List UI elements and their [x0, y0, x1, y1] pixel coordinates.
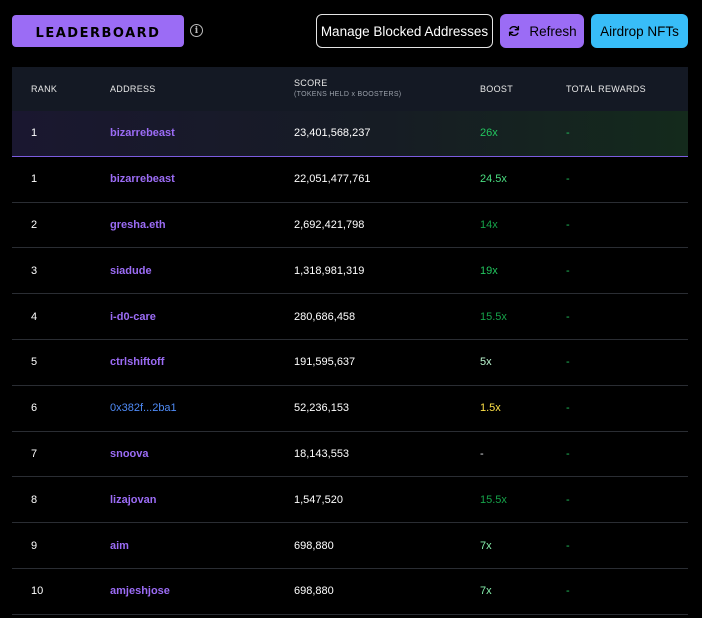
rank-cell: 10 — [31, 585, 44, 598]
table-row: 1 bizarrebeast 22,051,477,761 24.5x - — [12, 157, 688, 203]
total-rewards-cell: - — [566, 585, 570, 598]
address-link[interactable]: amjeshjose — [110, 585, 170, 598]
address-link[interactable]: gresha.eth — [110, 218, 166, 231]
manage-blocked-addresses-button[interactable]: Manage Blocked Addresses — [316, 14, 493, 48]
page-title: Leaderboard — [12, 15, 184, 47]
score-cell: 280,686,458 — [294, 310, 356, 323]
column-header-address: ADDRESS — [110, 84, 156, 94]
rank-cell: 3 — [31, 264, 38, 277]
rank-cell: 7 — [31, 447, 38, 460]
refresh-button[interactable]: Refresh — [500, 14, 584, 48]
total-rewards-cell: - — [566, 402, 570, 415]
airdrop-nfts-label: Airdrop NFTs — [600, 23, 679, 39]
score-cell: 191,595,637 — [294, 356, 356, 369]
table-row: 8 lizajovan 1,547,520 15.5x - — [12, 477, 688, 524]
rank-cell: 1 — [31, 127, 38, 140]
boost-cell: 24.5x — [480, 173, 507, 186]
boost-cell: 19x — [480, 264, 498, 277]
info-icon[interactable]: i — [190, 24, 203, 37]
address-link[interactable]: ctrlshiftoff — [110, 356, 165, 369]
table-row: 4 i-d0-care 280,686,458 15.5x - — [12, 294, 688, 340]
total-rewards-cell: - — [566, 493, 570, 506]
address-link[interactable]: snoova — [110, 447, 149, 460]
address-link[interactable]: 0x382f...2ba1 — [110, 402, 177, 415]
score-cell: 1,547,520 — [294, 493, 343, 506]
page-header: Leaderboard i Manage Blocked Addresses R… — [0, 0, 702, 62]
total-rewards-cell: - — [566, 447, 570, 460]
boost-cell: - — [480, 447, 484, 460]
score-cell: 1,318,981,319 — [294, 264, 365, 277]
airdrop-nfts-button[interactable]: Airdrop NFTs — [591, 14, 688, 48]
boost-cell: 5x — [480, 356, 492, 369]
table-row: 6 0x382f...2ba1 52,236,153 1.5x - — [12, 386, 688, 432]
column-header-total-rewards: TOTAL REWARDS — [566, 84, 646, 94]
address-link[interactable]: aim — [110, 539, 129, 552]
table-row: 7 snoova 18,143,553 - - — [12, 432, 688, 478]
total-rewards-cell: - — [566, 173, 570, 186]
column-header-score: SCORE (TOKENS HELD x BOOSTERS) — [294, 78, 401, 98]
rank-cell: 5 — [31, 356, 38, 369]
manage-blocked-addresses-label: Manage Blocked Addresses — [320, 23, 489, 39]
column-header-score-subtitle: (TOKENS HELD x BOOSTERS) — [294, 91, 402, 98]
total-rewards-cell: - — [566, 218, 570, 231]
column-header-boost: BOOST — [480, 84, 514, 94]
table-row: 1 bizarrebeast 23,401,568,237 26x - — [12, 111, 688, 157]
table-row: 3 siadude 1,318,981,319 19x - — [12, 248, 688, 295]
rank-cell: 1 — [31, 173, 38, 186]
rank-cell: 8 — [31, 493, 38, 506]
rank-cell: 9 — [31, 539, 38, 552]
boost-cell: 7x — [480, 585, 492, 598]
refresh-label: Refresh — [529, 23, 577, 39]
rank-cell: 6 — [31, 402, 38, 415]
total-rewards-cell: - — [566, 127, 570, 140]
leaderboard-table: RANK ADDRESS SCORE (TOKENS HELD x BOOSTE… — [12, 67, 688, 615]
score-cell: 18,143,553 — [294, 447, 350, 460]
boost-cell: 1.5x — [480, 402, 501, 415]
table-body: 1 bizarrebeast 23,401,568,237 26x - 1 bizarreb… — [12, 111, 688, 615]
column-header-rank: RANK — [31, 84, 58, 94]
table-row: 2 gresha.eth 2,692,421,798 14x - — [12, 203, 688, 249]
score-cell: 52,236,153 — [294, 402, 350, 415]
column-header-score-label: SCORE — [294, 78, 328, 88]
rank-cell: 2 — [31, 218, 38, 231]
boost-cell: 26x — [480, 127, 498, 140]
total-rewards-cell: - — [566, 264, 570, 277]
table-row: 5 ctrlshiftoff 191,595,637 5x - — [12, 340, 688, 386]
score-cell: 2,692,421,798 — [294, 218, 365, 231]
total-rewards-cell: - — [566, 310, 570, 323]
refresh-icon — [509, 25, 520, 37]
table-row: 10 amjeshjose 698,880 7x - — [12, 569, 688, 615]
total-rewards-cell: - — [566, 539, 570, 552]
boost-cell: 15.5x — [480, 310, 507, 323]
address-link[interactable]: siadude — [110, 264, 152, 277]
score-cell: 698,880 — [294, 539, 334, 552]
total-rewards-cell: - — [566, 356, 570, 369]
boost-cell: 7x — [480, 539, 492, 552]
score-cell: 698,880 — [294, 585, 334, 598]
boost-cell: 14x — [480, 218, 498, 231]
score-cell: 23,401,568,237 — [294, 127, 371, 140]
address-link[interactable]: lizajovan — [110, 493, 157, 506]
score-cell: 22,051,477,761 — [294, 173, 371, 186]
address-link[interactable]: i-d0-care — [110, 310, 156, 323]
address-link[interactable]: bizarrebeast — [110, 173, 175, 186]
boost-cell: 15.5x — [480, 493, 507, 506]
rank-cell: 4 — [31, 310, 38, 323]
table-row: 9 aim 698,880 7x - — [12, 523, 688, 569]
address-link[interactable]: bizarrebeast — [110, 127, 175, 140]
table-header: RANK ADDRESS SCORE (TOKENS HELD x BOOSTE… — [12, 67, 688, 111]
